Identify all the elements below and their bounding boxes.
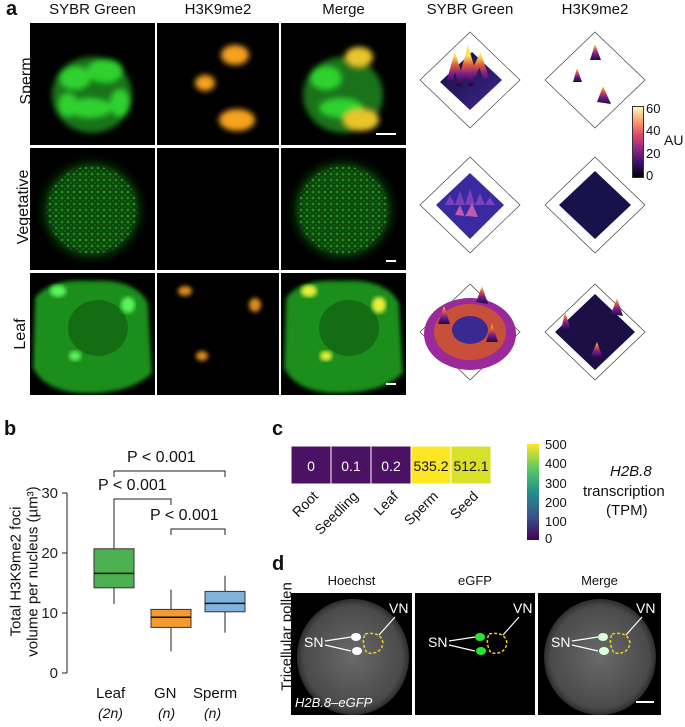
col-head-sybr-3d: SYBR Green — [426, 1, 514, 18]
surface-plots — [419, 31, 646, 381]
bracket-gn-sperm — [170, 528, 226, 535]
leaf-sybr-3d — [419, 283, 521, 381]
vegetative-merge-image — [281, 148, 406, 270]
panel-b-ylabel-1: Total H3K9me2 foci — [7, 506, 25, 637]
d-merge-image: VN SN — [538, 593, 661, 715]
panel-d-letter: d — [272, 553, 285, 575]
box-plot: 0 10 20 30 — [41, 470, 246, 682]
heatmap-cell-root — [290, 445, 332, 485]
heatmap-cell-seedling — [330, 445, 372, 485]
tpm-label-unit: (TPM) — [606, 502, 648, 519]
tpm-tick-400: 400 — [545, 456, 567, 471]
scale-bar — [376, 133, 396, 135]
col-head-sybr: SYBR Green — [49, 1, 136, 18]
merge-vn-label: VN — [636, 600, 656, 616]
vegetative-sybr-image — [30, 148, 155, 270]
y-tick-label: 30 — [41, 485, 58, 502]
tpm-colorbar — [527, 444, 539, 540]
col-head-h3k9me2: H3K9me2 — [184, 1, 252, 18]
heatmap-value: 0.1 — [341, 458, 361, 474]
bracket-leaf-sperm — [113, 470, 226, 477]
x-sublabel-sperm: (n) — [204, 705, 222, 721]
x-sublabel-leaf: (2n) — [98, 705, 123, 721]
tpm-tick-500: 500 — [545, 437, 567, 452]
vegetative-sybr-3d — [419, 156, 521, 254]
heatmap-value: 535.2 — [413, 458, 448, 474]
leaf-h3k9me2-3d — [544, 283, 646, 381]
tpm-tick-100: 100 — [545, 514, 567, 529]
vegetative-h3k9me2-image — [157, 148, 279, 270]
y-tick-label: 0 — [50, 665, 58, 682]
row-label-leaf: Leaf — [12, 318, 29, 350]
vegetative-h3k9me2-3d — [544, 156, 646, 254]
heatmap-label-seed: Seed — [447, 488, 481, 522]
col-head-merge: Merge — [322, 1, 365, 18]
panel-b-letter: b — [4, 418, 17, 440]
panel-b-ylabel-2: volume per nucleus (µm³) — [24, 486, 42, 657]
hoechst-image: VN SN H2B.8–eGFP — [291, 593, 412, 715]
au-tick-0: 0 — [646, 168, 654, 183]
heatmap-cell-sperm — [410, 445, 452, 485]
x-label-gn: GN — [154, 685, 177, 702]
heatmap-label-sperm: Sperm — [401, 488, 441, 528]
tpm-label-gene: H2B.8 — [610, 463, 652, 480]
col-head-h3k9me2-3d: H3K9me2 — [561, 1, 629, 18]
tpm-tick-200: 200 — [545, 495, 567, 510]
box-sperm — [204, 590, 246, 613]
egfp-image: VN SN — [415, 593, 535, 715]
tpm-label-transcription: transcription — [583, 483, 665, 500]
au-tick-60: 60 — [646, 101, 661, 116]
hoechst-vn-label: VN — [389, 600, 409, 616]
heatmap-value: 512.1 — [453, 458, 488, 474]
au-tick-40: 40 — [646, 123, 661, 138]
annotation-leaf-gn: P < 0.001 — [98, 477, 167, 494]
sperm-sybr-3d — [419, 31, 521, 129]
panel-a-letter: a — [6, 0, 18, 20]
annotation-gn-sperm: P < 0.001 — [150, 507, 219, 524]
d-col-merge: Merge — [581, 573, 618, 588]
scale-bar — [636, 701, 654, 703]
hoechst-sn-label: SN — [304, 634, 324, 650]
x-sublabel-gn: (n) — [158, 705, 176, 721]
tpm-tick-0: 0 — [545, 531, 553, 546]
y-tick-label: 20 — [41, 545, 58, 562]
construct-caption: H2B.8–eGFP — [295, 695, 373, 710]
scale-bar — [386, 383, 396, 385]
x-label-leaf: Leaf — [96, 685, 126, 702]
box-leaf — [93, 548, 135, 589]
x-label-sperm: Sperm — [193, 685, 238, 702]
heatmap-value: 0 — [307, 458, 315, 474]
leaf-h3k9me2-image — [157, 273, 279, 395]
au-colorbar — [632, 106, 644, 178]
sperm-sybr-image — [30, 23, 155, 145]
box-gn — [150, 608, 192, 628]
y-tick-label: 10 — [41, 605, 58, 622]
egfp-vn-label: VN — [513, 600, 533, 616]
sperm-h3k9me2-3d — [544, 31, 646, 129]
heatmap-label-root: Root — [289, 488, 321, 520]
heatmap-cell-seed — [450, 445, 492, 485]
egfp-sn-label: SN — [428, 634, 448, 650]
sperm-merge-image — [281, 23, 406, 145]
panel-c-letter: c — [272, 418, 284, 440]
heatmap-label-leaf: Leaf — [371, 488, 402, 519]
leaf-sybr-image — [30, 273, 155, 395]
hoechst-arrows — [324, 616, 396, 652]
leaf-merge-image — [281, 273, 406, 395]
heatmap-label-seedling: Seedling — [311, 488, 361, 538]
sperm-h3k9me2-image — [157, 23, 279, 145]
heatmap-value: 0.2 — [381, 458, 401, 474]
scale-bar — [386, 260, 396, 262]
tpm-tick-300: 300 — [545, 476, 567, 491]
au-tick-20: 20 — [646, 146, 661, 161]
annotation-leaf-sperm: P < 0.001 — [127, 449, 196, 466]
heatmap: 0 Root 0.1 Seedling 0.2 Leaf 535.2 Sperm 512.1 Se… — [289, 445, 492, 538]
au-label: AU — [664, 132, 684, 148]
d-col-hoechst: Hoechst — [327, 573, 376, 588]
d-col-egfp: eGFP — [458, 573, 492, 588]
merge-sn-label: SN — [551, 634, 571, 650]
bracket-leaf-gn — [113, 498, 172, 505]
